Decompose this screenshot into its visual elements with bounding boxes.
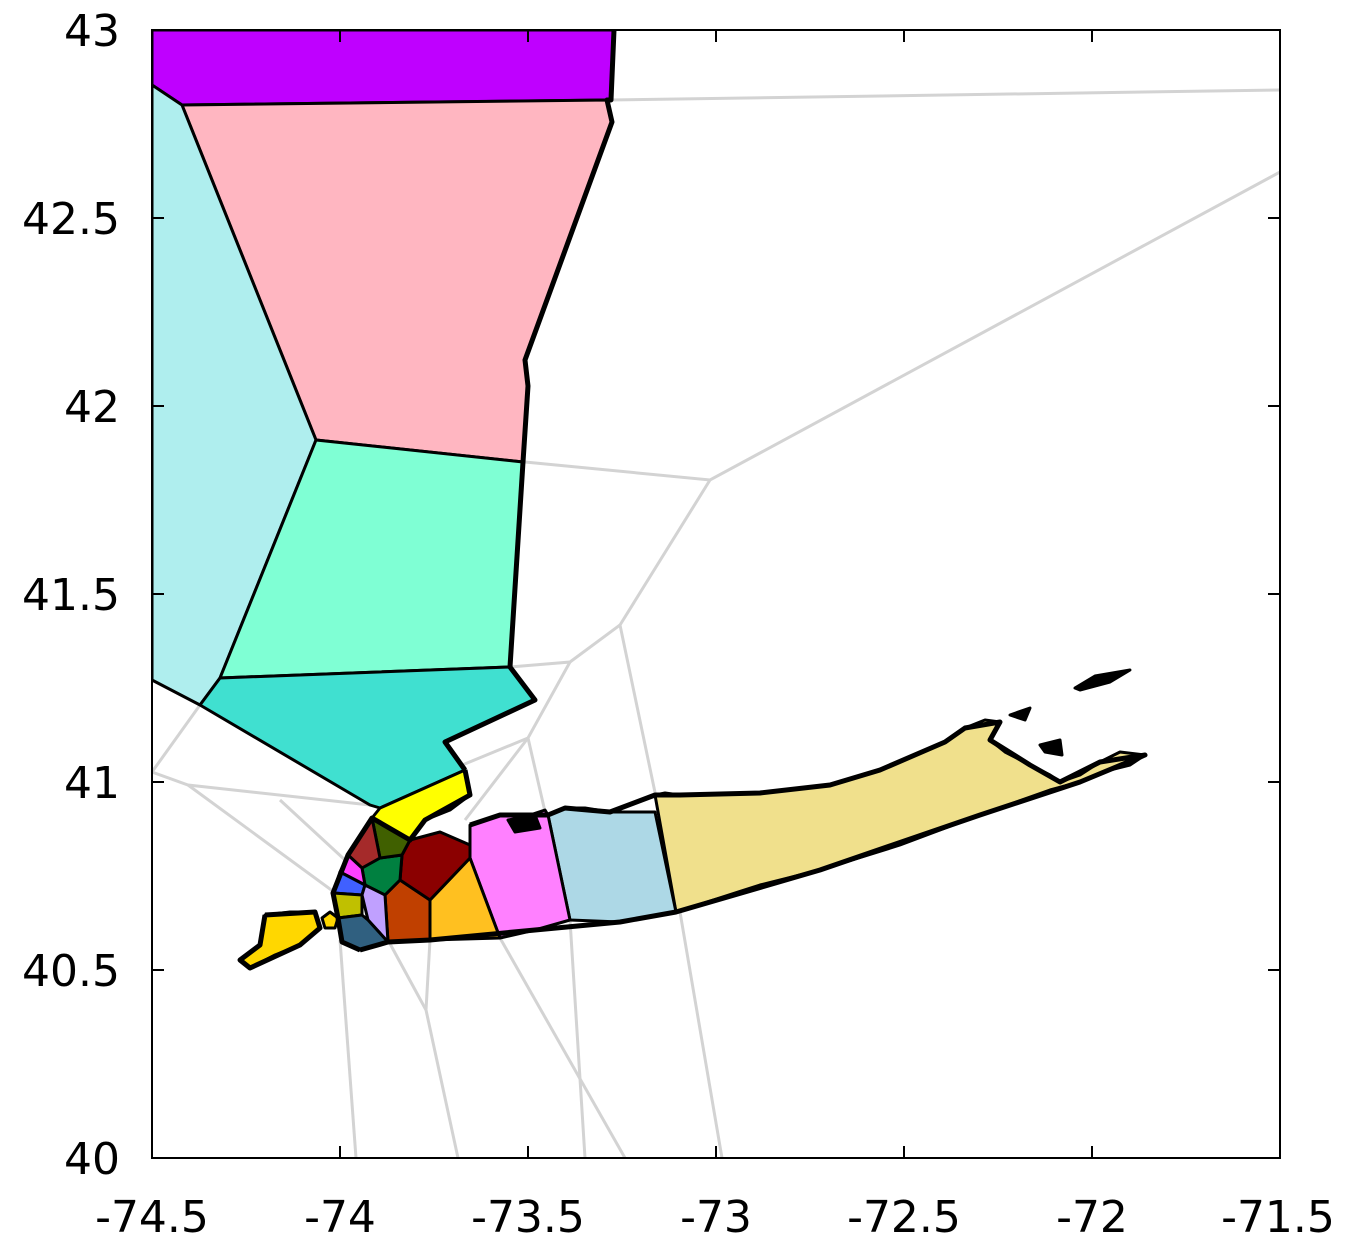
region-turquoise [198, 665, 537, 810]
x-tick-label: -74.5 [95, 1192, 209, 1243]
plot-area [152, 30, 1280, 1158]
y-tick-label: 43 [64, 6, 120, 57]
outline-li [359, 719, 1148, 953]
outline-north [442, 30, 617, 772]
voronoi-edge [609, 88, 1280, 102]
y-tick-label: 41.5 [22, 570, 120, 621]
outline-si [237, 909, 323, 971]
x-tick-label: -72.5 [847, 1192, 961, 1243]
voronoi-edge [509, 479, 712, 669]
region-island-1 [1073, 668, 1132, 692]
x-ticks [151, 30, 1093, 1158]
x-tick-label: -72 [1056, 1192, 1128, 1243]
x-tick-labels: -74.5 -74 -73.5 -73 -72.5 -72 -71.5 [95, 1192, 1335, 1243]
region-long-island-east [653, 718, 1147, 914]
x-tick-label: -73.5 [471, 1192, 585, 1243]
x-tick-label: -74 [304, 1192, 376, 1243]
voronoi-edge [338, 939, 358, 1158]
voronoi-edge [424, 939, 460, 1158]
y-tick-label: 42 [64, 382, 120, 433]
region-top-purple [152, 30, 616, 107]
region-island-2 [1008, 706, 1032, 722]
voronoi-edge [498, 937, 627, 1158]
y-tick-label: 42.5 [22, 194, 120, 245]
voronoi-edge [386, 939, 428, 1011]
x-tick-label: -73 [680, 1192, 752, 1243]
y-tick-label: 40 [64, 1134, 120, 1185]
regions [152, 30, 1147, 970]
voronoi-edge [152, 704, 202, 773]
voronoi-edge [524, 170, 1280, 482]
y-ticks [152, 217, 1280, 971]
voronoi-edge [463, 737, 530, 821]
state-outline [237, 30, 1148, 971]
voronoi-edge [526, 737, 587, 1158]
region-island-3 [1038, 738, 1064, 757]
y-tick-labels: 43 42.5 42 41.5 41 40.5 40 [22, 6, 120, 1185]
y-tick-label: 41 [64, 758, 120, 809]
x-tick-label: -71.5 [1221, 1192, 1335, 1243]
y-tick-label: 40.5 [22, 946, 120, 997]
outline-west [330, 769, 473, 953]
voronoi-edge [187, 783, 346, 902]
voronoi-edge [278, 798, 347, 862]
